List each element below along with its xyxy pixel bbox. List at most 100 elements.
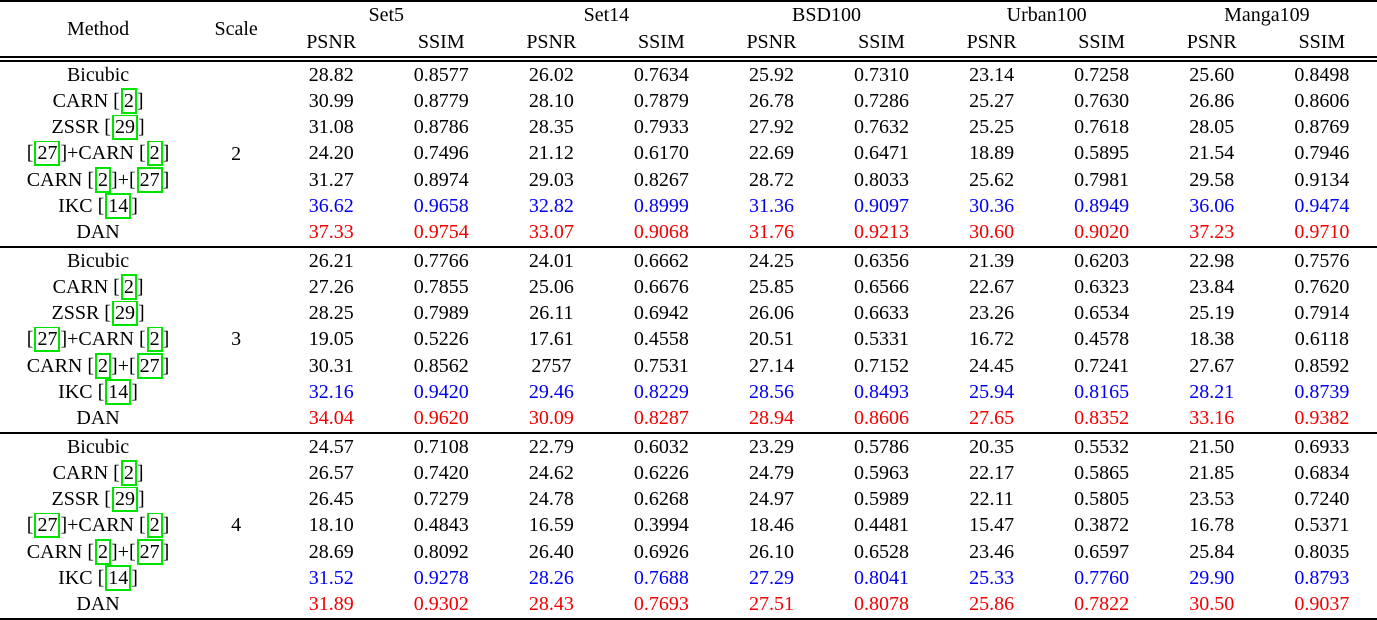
metric-value: 0.9037	[1294, 593, 1350, 616]
col-header-method: Method	[66, 17, 130, 40]
col-header-psnr: PSNR	[966, 31, 1017, 53]
metric-value: 25.19	[1189, 302, 1235, 325]
citation-link[interactable]: 2	[95, 539, 112, 565]
citation-link[interactable]: 14	[105, 193, 132, 219]
metric-value: 0.7693	[633, 593, 689, 616]
metric-value: 0.6534	[1074, 302, 1130, 325]
metric-value: 0.7241	[1074, 354, 1130, 377]
scale-value: 3	[231, 328, 242, 351]
citation-link[interactable]: 2	[95, 167, 112, 193]
citation-link[interactable]: 2	[95, 353, 112, 379]
citation-link[interactable]: 14	[105, 565, 132, 592]
metric-value: 0.7879	[633, 89, 689, 112]
method-label: DAN	[76, 221, 120, 244]
scale-value: 4	[231, 514, 242, 537]
metric-value: 24.79	[748, 461, 794, 484]
metric-value: 28.26	[528, 567, 574, 590]
metric-value: 21.85	[1189, 461, 1235, 484]
metric-value: 0.9068	[633, 221, 689, 244]
col-header-psnr: PSNR	[1186, 31, 1237, 53]
citation-link[interactable]: 29	[111, 300, 138, 327]
metric-value: 22.79	[528, 435, 574, 458]
metric-value: 24.57	[308, 435, 354, 458]
metric-value: 0.9420	[413, 380, 469, 403]
metric-value: 16.72	[969, 328, 1015, 351]
metric-value: 0.5963	[854, 461, 910, 484]
metric-value: 0.6170	[633, 142, 689, 165]
citation-link[interactable]: 27	[34, 140, 61, 167]
col-header-psnr: PSNR	[306, 31, 357, 53]
metric-value: 27.26	[308, 275, 354, 298]
metric-value: 0.6633	[854, 302, 910, 325]
metric-value: 36.06	[1189, 194, 1235, 217]
metric-value: 25.60	[1189, 63, 1235, 86]
metric-value: 26.40	[528, 540, 574, 563]
table-row: [27]+CARN [2] 18.10 0.4843 16.59 0.3994 18.46…	[0, 512, 1377, 539]
metric-value: 0.5895	[1074, 142, 1130, 165]
metric-value: 23.84	[1189, 275, 1235, 298]
metric-value: 26.06	[748, 302, 794, 325]
metric-value: 0.7258	[1074, 63, 1130, 86]
metric-value: 25.86	[969, 593, 1015, 616]
citation-link[interactable]: 27	[136, 539, 163, 565]
metric-value: 0.4558	[633, 328, 689, 351]
metric-value: 30.09	[528, 407, 574, 430]
col-header-urban100: Urban100	[1006, 4, 1087, 26]
metric-value: 25.06	[528, 275, 574, 298]
metric-value: 0.8165	[1074, 380, 1130, 403]
citation-link[interactable]: 29	[111, 114, 138, 141]
citation-link[interactable]: 27	[34, 326, 61, 353]
metric-value: 28.82	[308, 63, 354, 86]
citation-link[interactable]: 2	[146, 326, 163, 353]
metric-value: 20.35	[969, 435, 1015, 458]
citation-link[interactable]: 27	[136, 167, 163, 193]
metric-value: 0.9658	[413, 194, 469, 217]
metric-value: 0.8606	[854, 407, 910, 430]
metric-value: 0.8999	[633, 194, 689, 217]
metric-value: 33.16	[1189, 407, 1235, 430]
citation-link[interactable]: 27	[136, 353, 163, 379]
citation-link[interactable]: 29	[111, 486, 138, 513]
metric-value: 0.6203	[1074, 249, 1130, 272]
citation-link[interactable]: 2	[120, 460, 137, 486]
table-row: IKC [14] 32.16 0.9420 29.46 0.8229 28.56 0.849…	[0, 379, 1377, 405]
table-row: Bicubic 3 26.21 0.7766 24.01 0.6662 24.25 0.635…	[0, 247, 1377, 351]
citation-link[interactable]: 2	[146, 512, 163, 539]
method-label: CARN [2]+[27]	[26, 167, 170, 193]
method-label: CARN [2]	[52, 274, 144, 300]
metric-value: 23.14	[969, 63, 1015, 86]
metric-value: 29.46	[528, 380, 574, 403]
metric-value: 26.02	[528, 63, 574, 86]
table-row: DAN 37.33 0.9754 33.07 0.9068 31.76 0.9213 30.6…	[0, 220, 1377, 247]
metric-value: 29.03	[528, 168, 574, 191]
metric-value: 0.7632	[854, 116, 910, 139]
metric-value: 0.8229	[633, 380, 689, 403]
metric-value: 0.6933	[1294, 435, 1350, 458]
metric-value: 24.45	[969, 354, 1015, 377]
method-label: Bicubic	[66, 249, 130, 272]
metric-value: 22.98	[1189, 249, 1235, 272]
metric-value: 15.47	[969, 514, 1015, 537]
table-row: CARN [2] 26.57 0.7420 24.62 0.6226 24.79 0.596…	[0, 460, 1377, 486]
table-row: Bicubic 4 24.57 0.7108 22.79 0.6032 23.29 0.578…	[0, 433, 1377, 537]
metric-value: 21.50	[1189, 435, 1235, 458]
citation-link[interactable]: 27	[34, 512, 61, 539]
metric-value: 28.69	[308, 540, 354, 563]
citation-link[interactable]: 2	[120, 88, 137, 114]
metric-value: 0.9382	[1294, 407, 1350, 430]
metric-value: 0.7630	[1074, 89, 1130, 112]
metric-value: 0.9278	[413, 567, 469, 590]
citation-link[interactable]: 2	[146, 140, 163, 167]
metric-value: 0.4481	[854, 514, 910, 537]
metric-value: 23.53	[1189, 488, 1235, 511]
table-row: ZSSR [29] 31.08 0.8786 28.35 0.7933 27.92 0.76…	[0, 114, 1377, 141]
metric-value: 0.4843	[413, 514, 469, 537]
metric-value: 0.8562	[413, 354, 469, 377]
col-header-psnr: PSNR	[526, 31, 577, 53]
metric-value: 0.9213	[854, 221, 910, 244]
metric-value: 0.8577	[413, 63, 469, 86]
citation-link[interactable]: 2	[120, 274, 137, 300]
citation-link[interactable]: 14	[105, 379, 132, 405]
metric-value: 0.8092	[413, 540, 469, 563]
metric-value: 0.5786	[854, 435, 910, 458]
